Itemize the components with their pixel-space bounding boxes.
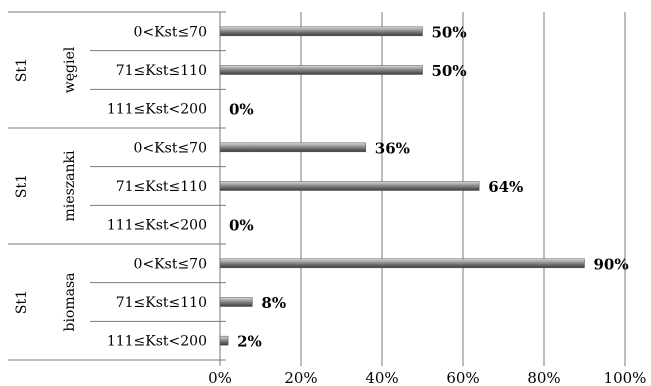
outer-group-label: St1 bbox=[14, 58, 30, 82]
x-tick-label: 100% bbox=[604, 369, 647, 386]
category-label: 111≤Kst<200 bbox=[107, 102, 207, 118]
data-label: 64% bbox=[488, 178, 523, 196]
group-label: mieszanki bbox=[62, 150, 78, 221]
outer-group-label: St1 bbox=[14, 174, 30, 198]
category-label: 0<Kst≤70 bbox=[134, 24, 207, 40]
bar bbox=[219, 335, 229, 346]
category-label: 71≤Kst≤110 bbox=[116, 63, 207, 79]
bar bbox=[219, 297, 253, 307]
data-label: 0% bbox=[229, 217, 254, 235]
group-label: biomasa bbox=[62, 272, 78, 331]
data-label: 90% bbox=[594, 255, 629, 273]
data-label: 50% bbox=[432, 23, 467, 41]
data-label: 36% bbox=[375, 139, 410, 157]
category-label: 71≤Kst≤110 bbox=[116, 179, 207, 195]
x-tick-label: 0% bbox=[208, 369, 232, 386]
bar bbox=[219, 26, 423, 37]
x-tick-label: 40% bbox=[365, 369, 398, 386]
x-tick-label: 80% bbox=[527, 369, 560, 386]
data-label: 2% bbox=[237, 333, 262, 351]
data-label: 8% bbox=[261, 294, 286, 312]
outer-group-label: St1 bbox=[14, 290, 30, 314]
data-label: 50% bbox=[432, 62, 467, 80]
x-tick-label: 60% bbox=[446, 369, 479, 386]
category-label: 111≤Kst<200 bbox=[107, 218, 207, 234]
bar bbox=[219, 65, 423, 75]
category-label: 0<Kst≤70 bbox=[134, 140, 207, 156]
group-label: węgiel bbox=[62, 46, 78, 93]
category-label: 111≤Kst<200 bbox=[107, 334, 207, 350]
bar bbox=[219, 258, 585, 269]
data-label: 0% bbox=[229, 101, 254, 119]
bar bbox=[219, 142, 367, 153]
x-tick-label: 20% bbox=[284, 369, 317, 386]
category-label: 0<Kst≤70 bbox=[134, 256, 207, 272]
labels: 0% 20% 40% 60% 80% 100% St1 węgiel 0<Kst≤70 50% 71… bbox=[14, 23, 646, 386]
bars bbox=[219, 26, 585, 346]
bar bbox=[219, 181, 480, 191]
category-label: 71≤Kst≤110 bbox=[116, 295, 207, 311]
